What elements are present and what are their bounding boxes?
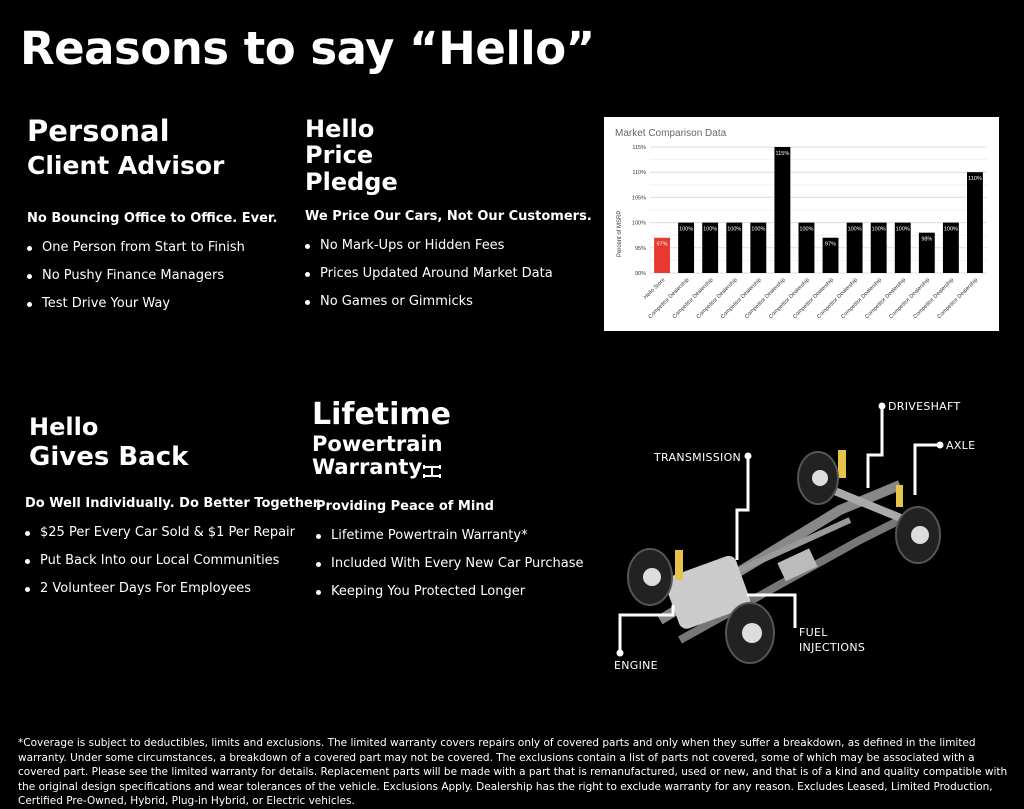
x-tick-label: Competitor Dealership [744, 277, 787, 320]
bar [846, 222, 863, 273]
bar [702, 222, 719, 273]
y-tick-label: 95% [635, 246, 646, 252]
bullet-item: Put Back Into our Local Communities [25, 553, 322, 568]
data-label: 110% [968, 176, 982, 182]
data-label: 100% [872, 227, 886, 233]
data-label: 100% [751, 227, 765, 233]
heading-line: Client Advisor [27, 150, 225, 180]
y-tick-label: 90% [635, 271, 646, 277]
drivetrain-illustration [616, 402, 944, 664]
bar [798, 222, 815, 273]
bar [654, 237, 670, 273]
section-gives-back: Hello Gives Back Do Well Individually. D… [25, 413, 322, 609]
bar [918, 232, 935, 273]
label-axle: AXLE [946, 439, 976, 452]
drivetrain-icon [423, 465, 442, 479]
x-tick-label: Competitor Dealership [936, 277, 979, 320]
bullet-item: 2 Volunteer Days For Employees [25, 581, 322, 596]
data-label: 100% [799, 227, 813, 233]
y-tick-label: 115% [632, 145, 646, 151]
bar [678, 222, 695, 273]
x-tick-label: Competitor Dealership [816, 277, 859, 320]
heading-line: Gives Back [29, 442, 189, 473]
y-tick-label: 110% [632, 170, 646, 176]
y-axis-label: Percent of MSRP [617, 211, 623, 257]
bullet-item: One Person from Start to Finish [27, 240, 277, 255]
label-fuel: FUEL [799, 626, 828, 639]
label-transmission: TRANSMISSION [654, 451, 742, 464]
bullet-item: No Games or Gimmicks [305, 294, 592, 309]
data-label: 100% [727, 227, 741, 233]
x-tick-label: Competitor Dealership [672, 277, 715, 320]
data-label: 97% [657, 242, 668, 248]
bar [870, 222, 887, 273]
section-powertrain-warranty: Lifetime Powertrain Warranty Providing P… [312, 398, 583, 612]
y-tick-label: 105% [632, 195, 646, 201]
y-tick-label: 100% [632, 221, 646, 227]
callout-lines [618, 406, 940, 653]
bar [967, 172, 983, 273]
heading-line: Warranty [312, 455, 423, 480]
footnote: *Coverage is subject to deductibles, lim… [18, 737, 1008, 807]
bullet-item: Prices Updated Around Market Data [305, 266, 592, 281]
data-label: 100% [944, 227, 958, 233]
data-label: 100% [896, 227, 910, 233]
x-tick-label: Competitor Dealership [864, 277, 907, 320]
x-tick-label: Competitor Dealership [768, 277, 811, 320]
subheading: Do Well Individually. Do Better Together… [25, 495, 323, 511]
heading-line: Personal [27, 114, 170, 148]
bar [726, 222, 743, 273]
heading-line: Hello [29, 413, 99, 441]
heading-line: Lifetime [312, 397, 452, 432]
heading-line: Powertrain [312, 432, 443, 456]
x-tick-label: Competitor Dealership [888, 277, 931, 320]
chart-title: Market Comparison Data [615, 128, 727, 139]
heading-line: Pledge [305, 167, 398, 196]
data-label: 115% [776, 151, 790, 157]
bullet-item: No Pushy Finance Managers [27, 268, 277, 283]
label-driveshaft: DRIVESHAFT [888, 400, 961, 413]
bullet-item: Included With Every New Car Purchase [316, 556, 583, 571]
bar [942, 222, 959, 273]
label-injections: INJECTIONS [799, 641, 866, 654]
chart-svg: Market Comparison Data Percent of MSRP 9… [615, 128, 987, 320]
page-title: Reasons to say “Hello” [20, 22, 595, 75]
heading-line: Hello [305, 115, 375, 143]
x-tick-label: Hello Store [643, 277, 666, 300]
subheading: No Bouncing Office to Office. Ever. [27, 211, 278, 227]
subheading: We Price Our Cars, Not Our Customers. [305, 209, 592, 225]
x-tick-label: Competitor Dealership [792, 277, 835, 320]
x-tick-label: Competitor Dealership [840, 277, 883, 320]
x-tick-label: Competitor Dealership [648, 277, 691, 320]
data-label: 100% [848, 227, 862, 233]
x-tick-label: Competitor Dealership [696, 277, 739, 320]
x-tick-label: Competitor Dealership [912, 277, 955, 320]
data-label: 97% [825, 242, 836, 248]
section-price-pledge: Hello Price Pledge We Price Our Cars, No… [305, 116, 592, 322]
data-label: 100% [679, 227, 693, 233]
bullet-item: Test Drive Your Way [27, 296, 277, 311]
heading-line: Price [305, 141, 374, 170]
label-engine: ENGINE [614, 659, 658, 672]
bullet-item: No Mark-Ups or Hidden Fees [305, 238, 592, 253]
bar [750, 222, 767, 273]
data-label: 98% [921, 237, 932, 243]
subheading: Providing Peace of Mind [316, 499, 494, 515]
section-personal-advisor: Personal Client Advisor No Bouncing Offi… [27, 114, 278, 324]
bullet-item: Keeping You Protected Longer [316, 584, 583, 599]
data-label: 100% [703, 227, 717, 233]
bar [822, 237, 839, 273]
x-tick-label: Competitor Dealership [720, 277, 763, 320]
bullet-item: Lifetime Powertrain Warranty* [316, 528, 583, 543]
bar [894, 222, 911, 273]
market-comparison-chart: Market Comparison Data Percent of MSRP 9… [604, 117, 999, 331]
bar [774, 147, 791, 273]
bullet-item: $25 Per Every Car Sold & $1 Per Repair [25, 525, 322, 540]
